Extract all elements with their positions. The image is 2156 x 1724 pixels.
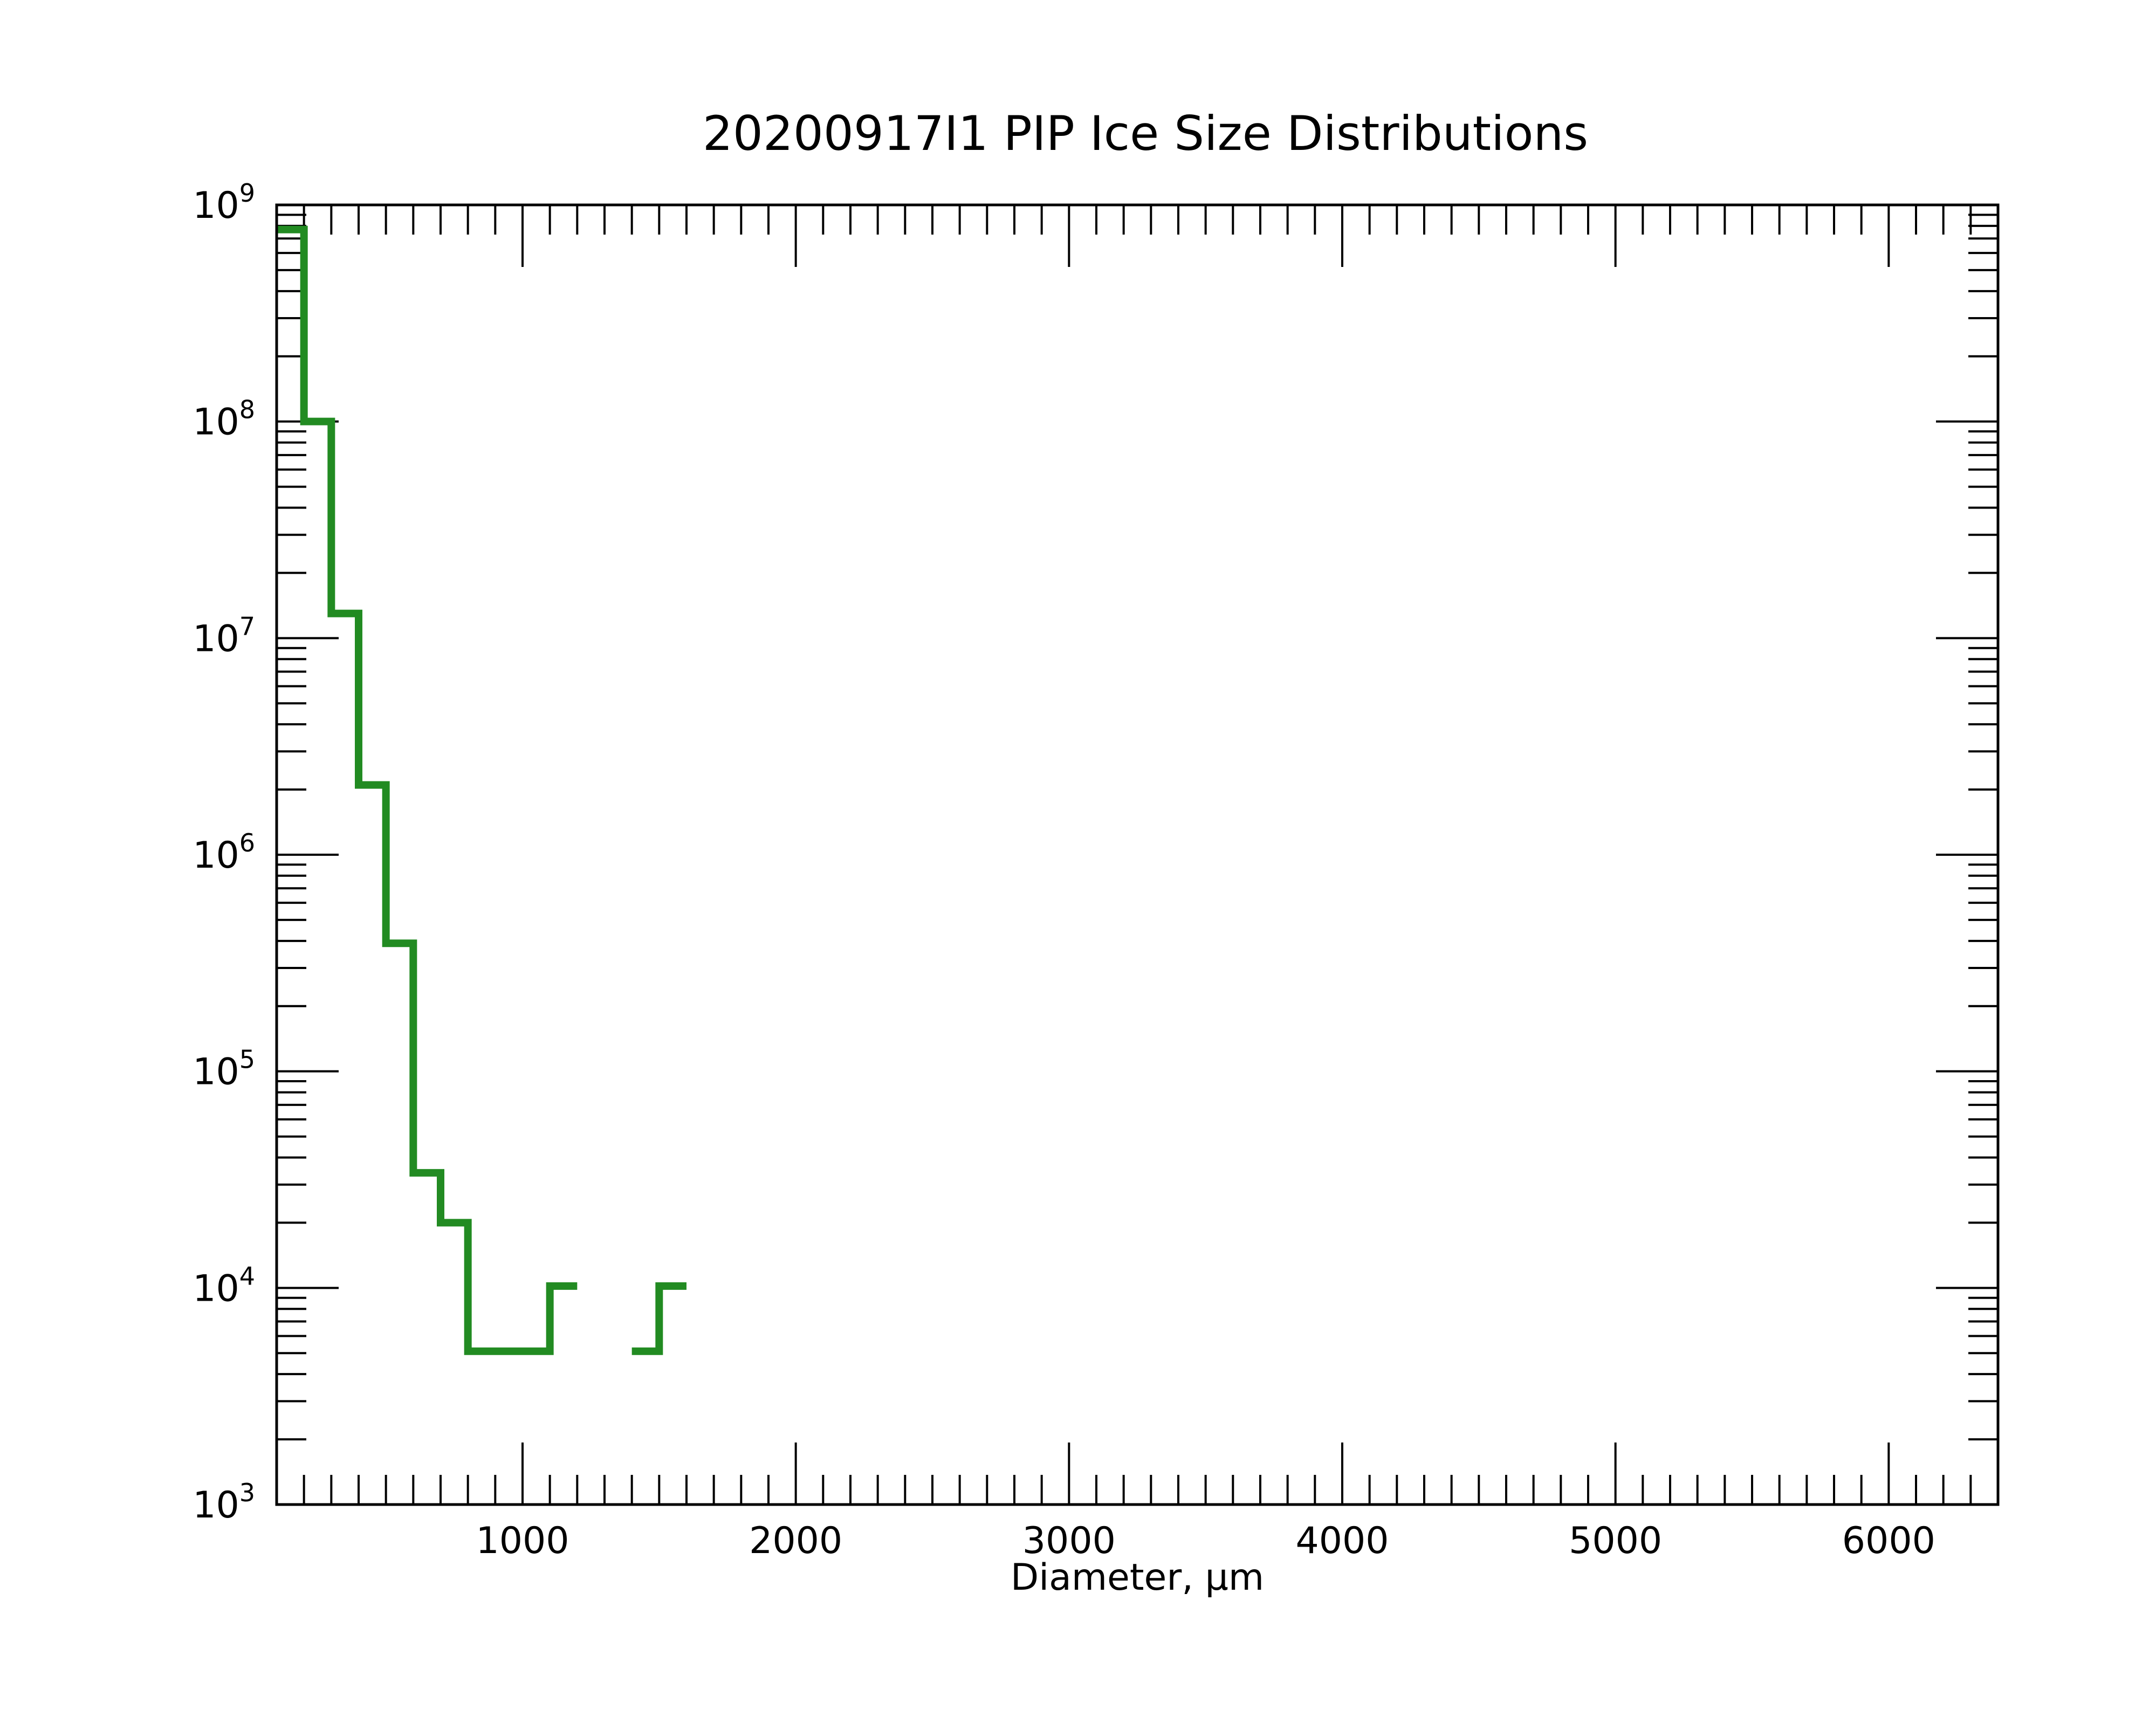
x-tick-label: 4000 xyxy=(1295,1520,1389,1562)
plot-frame xyxy=(275,203,2000,1506)
y-tick-label: 106 xyxy=(193,828,255,877)
y-tick-exponent: 4 xyxy=(239,1261,255,1290)
y-tick-label: 103 xyxy=(193,1478,255,1527)
y-tick-base: 10 xyxy=(193,1484,239,1527)
series-layer xyxy=(277,225,686,1355)
x-tick-label: 5000 xyxy=(1569,1520,1662,1562)
x-tick-label: 6000 xyxy=(1842,1520,1935,1562)
y-tick-exponent: 5 xyxy=(239,1045,255,1074)
x-axis-label: Diameter, μm xyxy=(1011,1556,1264,1599)
y-tick-label: 104 xyxy=(193,1261,255,1310)
y-tick-base: 10 xyxy=(193,617,239,660)
y-tick-exponent: 7 xyxy=(239,612,255,641)
y-tick-label: 107 xyxy=(193,612,255,660)
y-tick-base: 10 xyxy=(193,1267,239,1310)
y-tick-exponent: 9 xyxy=(239,178,255,208)
y-tick-base: 10 xyxy=(193,834,239,877)
x-tick-label: 2000 xyxy=(749,1520,842,1562)
x-tick-label: 1000 xyxy=(476,1520,569,1562)
y-tick-label: 109 xyxy=(193,178,255,227)
y-tick-base: 10 xyxy=(193,1051,239,1094)
y-tick-exponent: 8 xyxy=(239,395,255,424)
y-tick-label: 105 xyxy=(193,1045,255,1094)
chart-title: 20200917I1 PIP Ice Size Distributions xyxy=(703,106,1588,161)
series-step-line xyxy=(277,225,686,1355)
axis-ticks xyxy=(277,204,1999,1506)
x-tick-label: 3000 xyxy=(1022,1520,1116,1562)
y-tick-base: 10 xyxy=(193,401,239,444)
y-tick-label: 108 xyxy=(193,395,255,444)
y-tick-exponent: 6 xyxy=(239,828,255,857)
tick-labels: 1000 2000 3000 4000 5000 60001031041051061071… xyxy=(193,178,1935,1562)
y-tick-base: 10 xyxy=(193,184,239,227)
y-tick-exponent: 3 xyxy=(239,1478,255,1507)
